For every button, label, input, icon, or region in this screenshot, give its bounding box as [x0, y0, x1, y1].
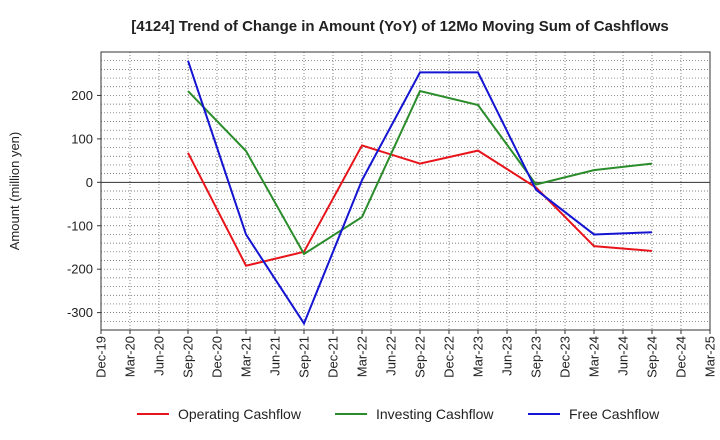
legend: Operating Cashflow Investing Cashflow Free…: [137, 406, 660, 422]
x-tick-label: Dec-20: [210, 336, 225, 378]
plot-frame: [100, 51, 711, 331]
series-line-1: [187, 144, 653, 267]
y-tick-label: 0: [86, 175, 93, 190]
x-tick-label: Mar-22: [355, 336, 370, 377]
x-tick-label: Jun-22: [384, 336, 399, 376]
legend-label-1: Operating Cashflow: [178, 406, 302, 422]
series-line-3: [187, 60, 653, 326]
x-tick-label: Jun-21: [268, 336, 283, 376]
axes-layer: [100, 51, 711, 331]
x-tick-label: Jun-20: [152, 336, 167, 376]
legend-label-3: Free Cashflow: [569, 406, 660, 422]
series-line-2: [187, 89, 653, 256]
x-tick-label: Dec-21: [326, 336, 341, 378]
x-tick-label: Sep-24: [645, 336, 660, 378]
x-tick-label: Sep-22: [413, 336, 428, 378]
y-tick-label: -300: [67, 305, 93, 320]
x-tick-label: Sep-23: [529, 336, 544, 378]
y-tick-label: 200: [71, 88, 93, 103]
x-tick-label: Dec-19: [94, 336, 109, 378]
x-tick-label: Mar-23: [471, 336, 486, 377]
x-tick-label: Mar-25: [703, 336, 718, 377]
grid-layer: [100, 51, 711, 330]
y-tick-label: -200: [67, 262, 93, 277]
x-tick-label: Jun-24: [616, 336, 631, 376]
y-tick-labels: -300 -200 -100 0 100 200: [67, 88, 101, 320]
y-tick-label: -100: [67, 218, 93, 233]
y-axis-label: Amount (million yen): [7, 132, 22, 251]
x-tick-label: Sep-20: [181, 336, 196, 378]
x-tick-label: Mar-21: [239, 336, 254, 377]
chart-title: [4124] Trend of Change in Amount (YoY) o…: [131, 18, 669, 35]
x-tick-label: Dec-24: [674, 336, 689, 378]
x-tick-label: Mar-24: [587, 336, 602, 377]
x-tick-label: Dec-23: [558, 336, 573, 378]
x-tick-labels: Dec-19 Mar-20 Jun-20 Sep-20 Dec-20 Mar-21 Jun-…: [94, 330, 718, 378]
x-tick-label: Sep-21: [297, 336, 312, 378]
x-tick-label: Dec-22: [442, 336, 457, 378]
x-tick-label: Mar-20: [123, 336, 138, 377]
series-layer: [187, 60, 653, 326]
y-tick-label: 100: [71, 131, 93, 146]
x-tick-label: Jun-23: [500, 336, 515, 376]
legend-label-2: Investing Cashflow: [376, 406, 494, 422]
